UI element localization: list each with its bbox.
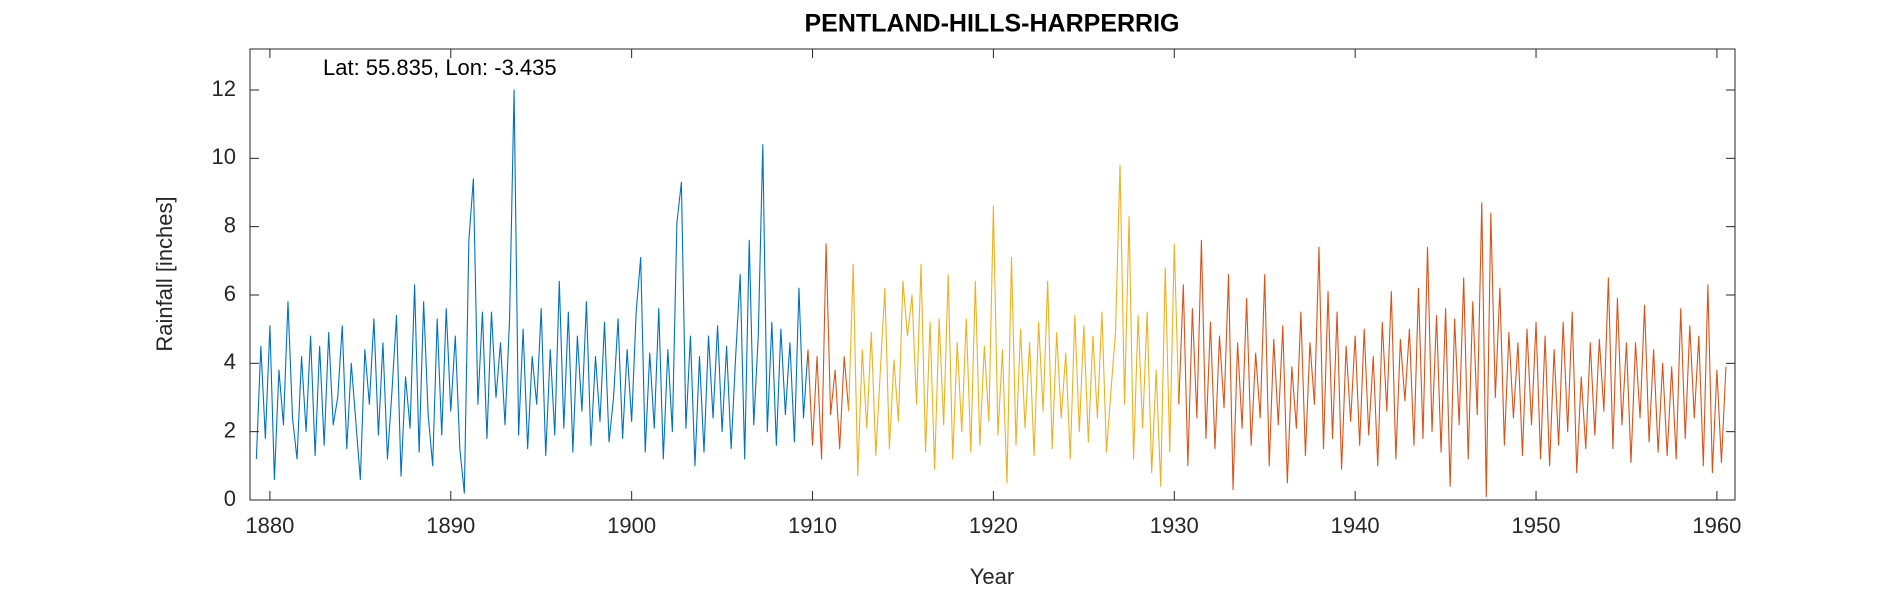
y-axis-label: Rainfall [inches] — [152, 196, 177, 351]
x-axis-label: Year — [970, 564, 1014, 589]
y-tick-label: 8 — [224, 212, 236, 237]
x-tick-label: 1960 — [1692, 513, 1741, 538]
y-tick-label: 2 — [224, 417, 236, 442]
y-tick-label: 4 — [224, 349, 236, 374]
y-tick-label: 10 — [212, 144, 236, 169]
chart-title: PENTLAND-HILLS-HARPERRIG — [805, 10, 1180, 38]
y-tick-label: 0 — [224, 486, 236, 511]
x-tick-label: 1910 — [788, 513, 837, 538]
axes-box — [249, 48, 1736, 501]
annotation: Lat: 55.835, Lon: -3.435 — [323, 55, 557, 80]
data-line — [848, 164, 1180, 487]
x-tick-label: 1950 — [1512, 513, 1561, 538]
x-tick-label: 1920 — [969, 513, 1018, 538]
data-line — [1178, 202, 1727, 498]
y-tick-label: 12 — [212, 76, 236, 101]
x-tick-label: 1880 — [245, 513, 294, 538]
x-tick-label: 1930 — [1150, 513, 1199, 538]
data-line — [255, 89, 809, 494]
data-line — [807, 243, 850, 460]
x-tick-label: 1900 — [607, 513, 656, 538]
y-tick-label: 6 — [224, 281, 236, 306]
x-tick-label: 1940 — [1331, 513, 1380, 538]
x-tick-label: 1890 — [426, 513, 475, 538]
